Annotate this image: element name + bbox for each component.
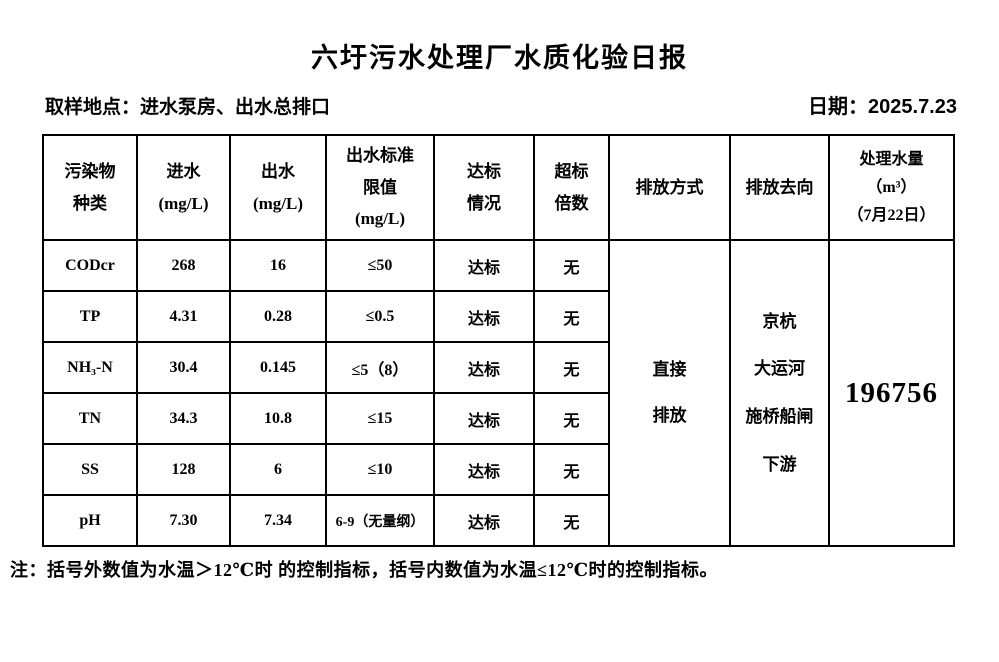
cell-pollutant: CODcr (42, 239, 138, 292)
cell-limit: ≤15 (325, 392, 435, 445)
cell-influent: 34.3 (136, 392, 231, 445)
cell-influent: 128 (136, 443, 231, 496)
col-header-compliance: 达标 情况 (433, 134, 535, 241)
cell-status: 达标 (433, 290, 535, 343)
water-quality-table: 污染物 种类 进水 (mg/L) 出水 (mg/L) 出水标准 限值 (mg/L… (42, 134, 955, 547)
col-header-exceed-multiple: 超标 倍数 (533, 134, 610, 241)
cell-effluent: 6 (229, 443, 327, 496)
cell-exceed: 无 (533, 494, 610, 547)
cell-limit: ≤50 (325, 239, 435, 292)
cell-pollutant: TP (42, 290, 138, 343)
cell-pollutant: TN (42, 392, 138, 445)
table-row-codcr: CODcr 268 16 ≤50 达标 无 直接 排放 京杭 大运河 施桥船闸 … (42, 239, 955, 547)
cell-exceed: 无 (533, 239, 610, 292)
cell-status: 达标 (433, 443, 535, 496)
cell-limit: ≤5（8） (325, 341, 435, 394)
col-header-effluent: 出水 (mg/L) (229, 134, 327, 241)
cell-effluent: 10.8 (229, 392, 327, 445)
cell-pollutant: pH (42, 494, 138, 547)
cell-effluent: 16 (229, 239, 327, 292)
table-row-tn: TN 34.3 10.8 ≤15 达标 无 (42, 392, 954, 445)
subheader: 取样地点：进水泵房、出水总排口 日期：2025.7.23 (45, 90, 957, 119)
col-header-influent: 进水 (mg/L) (136, 134, 231, 241)
cell-status: 达标 (433, 494, 535, 547)
cell-discharge-destination: 京杭 大运河 施桥船闸 下游 (729, 239, 830, 547)
cell-treated-volume: 196756 (828, 239, 955, 547)
footnote: 注：括号外数值为水温＞12℃时 的控制指标，括号内数值为水温≤12℃时的控制指标… (10, 560, 719, 580)
table-row-tp: TP 4.31 0.28 ≤0.5 达标 无 (42, 290, 954, 343)
cell-pollutant: SS (42, 443, 138, 496)
sampling-location: 取样地点：进水泵房、出水总排口 (45, 97, 331, 118)
header-row: 污染物 种类 进水 (mg/L) 出水 (mg/L) 出水标准 限值 (mg/L… (42, 134, 955, 241)
cell-influent: 30.4 (136, 341, 231, 394)
col-header-effluent-limit: 出水标准 限值 (mg/L) (325, 134, 435, 241)
cell-status: 达标 (433, 239, 535, 292)
cell-limit: ≤0.5 (325, 290, 435, 343)
cell-limit: ≤10 (325, 443, 435, 496)
cell-status: 达标 (433, 392, 535, 445)
table-row-ss: SS 128 6 ≤10 达标 无 (42, 443, 954, 496)
cell-exceed: 无 (533, 392, 610, 445)
cell-effluent: 0.145 (229, 341, 327, 394)
report-date: 日期：2025.7.23 (808, 96, 957, 118)
table-row-nh3n: NH₃-N 30.4 0.145 ≤5（8） 达标 无 (42, 341, 954, 394)
cell-effluent: 7.34 (229, 494, 327, 547)
cell-influent: 4.31 (136, 290, 231, 343)
report-page: 六圩污水处理厂水质化验日报 取样地点：进水泵房、出水总排口 日期：2025.7.… (0, 36, 999, 662)
col-header-pollutant-type: 污染物 种类 (42, 134, 138, 241)
cell-effluent: 0.28 (229, 290, 327, 343)
cell-exceed: 无 (533, 290, 610, 343)
table-row-ph: pH 7.30 7.34 6-9（无量纲） 达标 无 (42, 494, 954, 547)
col-header-discharge-method: 排放方式 (608, 134, 731, 241)
col-header-treated-volume: 处理水量 （m³） （7月22日） (828, 134, 955, 241)
cell-influent: 268 (136, 239, 231, 292)
col-header-discharge-destination: 排放去向 (729, 134, 830, 241)
cell-status: 达标 (433, 341, 535, 394)
cell-exceed: 无 (533, 443, 610, 496)
cell-influent: 7.30 (136, 494, 231, 547)
cell-discharge-method: 直接 排放 (608, 239, 731, 547)
cell-pollutant: NH₃-N (42, 341, 138, 394)
cell-exceed: 无 (533, 341, 610, 394)
page-title: 六圩污水处理厂水质化验日报 (311, 43, 688, 73)
cell-limit: 6-9（无量纲） (325, 494, 435, 547)
